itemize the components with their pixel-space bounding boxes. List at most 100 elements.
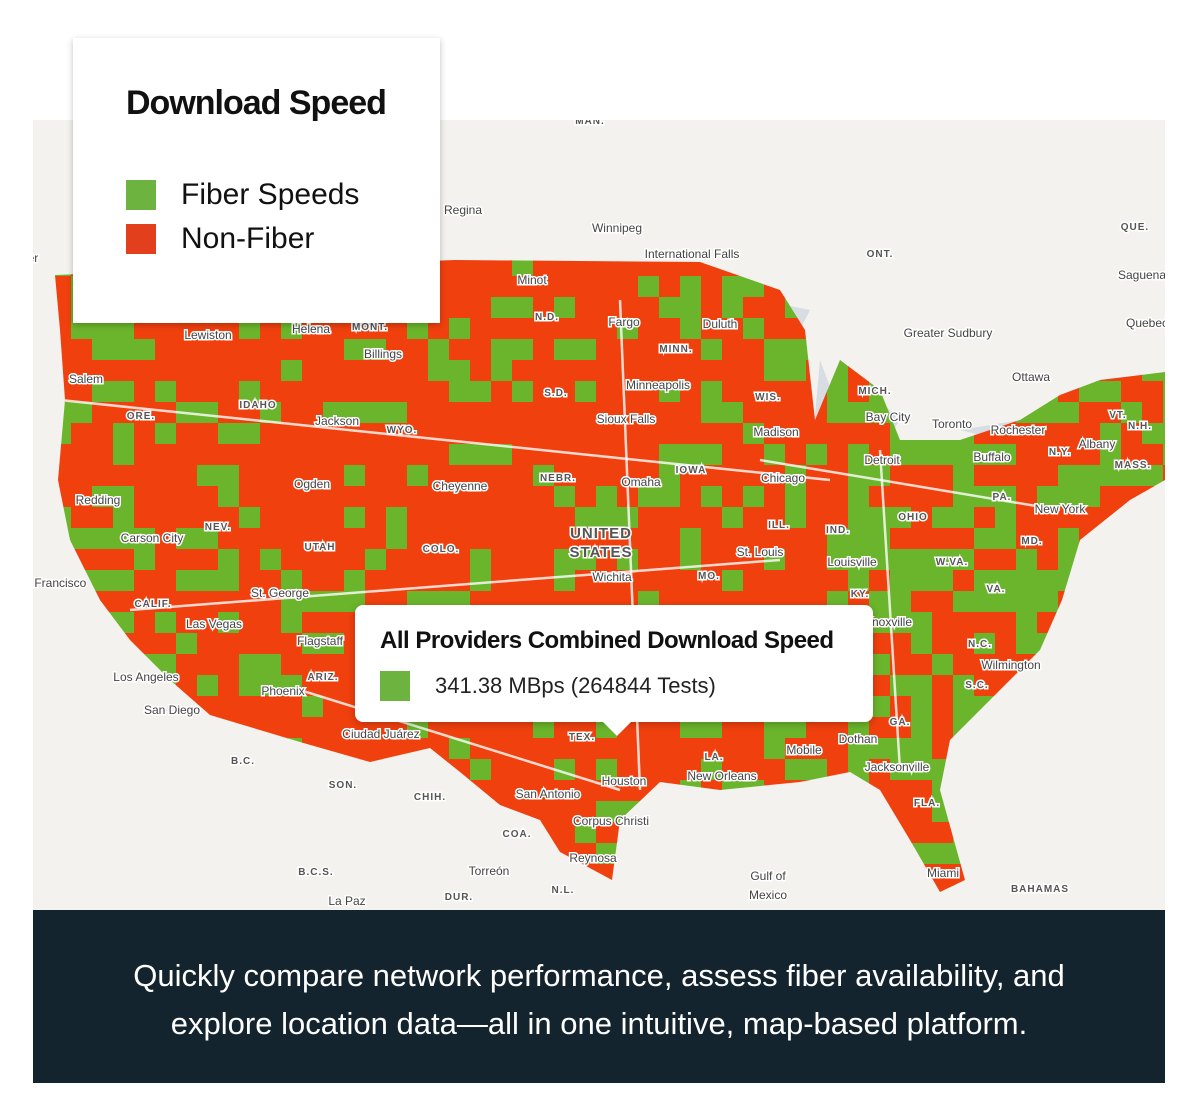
coverage-cell: [932, 822, 954, 844]
coverage-cell: [281, 549, 303, 571]
coverage-cell: [113, 339, 135, 361]
coverage-cell: [554, 507, 576, 529]
coverage-cell: [701, 297, 723, 319]
map-label: W.VA.: [936, 557, 969, 568]
coverage-cell: [1037, 570, 1059, 592]
tooltip: All Providers Combined Download Speed 34…: [355, 605, 873, 736]
coverage-cell: [92, 549, 114, 571]
coverage-cell: [323, 339, 345, 361]
map-label: Madison: [753, 425, 798, 439]
coverage-cell: [197, 507, 219, 529]
coverage-cell: [239, 339, 261, 361]
coverage-cell: [71, 444, 93, 466]
coverage-cell: [323, 633, 345, 655]
coverage-cell: [260, 612, 282, 634]
coverage-cell: [617, 528, 639, 550]
coverage-cell: [134, 465, 156, 487]
coverage-cell: [407, 507, 429, 529]
coverage-cell: [1016, 633, 1038, 655]
coverage-cell: [155, 486, 177, 508]
coverage-cell: [323, 360, 345, 382]
map-label: Torreón: [469, 864, 510, 878]
coverage-cell: [344, 402, 366, 424]
coverage-cell: [386, 528, 408, 550]
caption: Quickly compare network performance, ass…: [133, 958, 1065, 1041]
coverage-cell: [701, 276, 723, 298]
coverage-cell: [701, 717, 723, 739]
coverage-cell: [1142, 402, 1164, 424]
coverage-cell: [323, 717, 345, 739]
coverage-cell: [386, 402, 408, 424]
coverage-cell: [344, 444, 366, 466]
coverage-cell: [764, 717, 786, 739]
coverage-cell: [764, 570, 786, 592]
coverage-cell: [155, 444, 177, 466]
coverage-cell: [953, 591, 975, 613]
coverage-cell: [470, 297, 492, 319]
map-label: International Falls: [645, 247, 740, 261]
coverage-cell: [491, 402, 513, 424]
coverage-cell: [470, 318, 492, 340]
coverage-cell: [722, 381, 744, 403]
coverage-cell: [407, 423, 429, 445]
coverage-cell: [491, 717, 513, 739]
coverage-cell: [932, 528, 954, 550]
coverage-cell: [134, 612, 156, 634]
coverage-cell: [533, 486, 555, 508]
map-label: Mobile: [786, 743, 822, 757]
map-label: Jackson: [315, 414, 359, 428]
coverage-cell: [911, 738, 933, 760]
coverage-cell: [281, 402, 303, 424]
map-label: CALIF.: [134, 599, 171, 610]
coverage-cell: [176, 612, 198, 634]
coverage-cell: [71, 381, 93, 403]
coverage-cell: [1121, 402, 1143, 424]
coverage-cell: [428, 444, 450, 466]
coverage-cell: [827, 423, 849, 445]
map-label: Regina: [444, 203, 482, 217]
coverage-cell: [722, 402, 744, 424]
coverage-cell: [659, 423, 681, 445]
map-label: Chicago: [761, 471, 805, 485]
coverage-cell: [638, 759, 660, 781]
coverage-cell: [659, 444, 681, 466]
coverage-cell: [974, 570, 996, 592]
coverage-cell: [827, 717, 849, 739]
coverage-cell: [386, 444, 408, 466]
coverage-cell: [785, 549, 807, 571]
caption-bar: Quickly compare network performance, ass…: [33, 910, 1165, 1083]
coverage-cell: [554, 822, 576, 844]
coverage-cell: [701, 528, 723, 550]
coverage-cell: [134, 318, 156, 340]
coverage-cell: [113, 318, 135, 340]
coverage-cell: [1163, 423, 1165, 445]
coverage-cell: [449, 260, 471, 277]
coverage-cell: [260, 360, 282, 382]
coverage-cell: [764, 297, 786, 319]
coverage-cell: [512, 318, 534, 340]
coverage-cell: [449, 444, 471, 466]
coverage-cell: [1016, 549, 1038, 571]
coverage-cell: [449, 738, 471, 760]
map-label: N.C.: [968, 639, 992, 650]
coverage-cell: [260, 549, 282, 571]
coverage-cell: [617, 339, 639, 361]
coverage-cell: [302, 339, 324, 361]
coverage-cell: [155, 528, 177, 550]
coverage-cell: [953, 675, 975, 697]
coverage-cell: [680, 528, 702, 550]
map-label: ARIZ.: [307, 672, 338, 683]
coverage-cell: [785, 486, 807, 508]
coverage-cell: [596, 549, 618, 571]
coverage-cell: [281, 633, 303, 655]
coverage-cell: [638, 423, 660, 445]
coverage-cell: [1163, 402, 1165, 424]
coverage-cell: [470, 486, 492, 508]
coverage-cell: [1016, 528, 1038, 550]
coverage-cell: [869, 738, 891, 760]
tooltip-title: All Providers Combined Download Speed: [380, 627, 834, 654]
coverage-cell: [785, 339, 807, 361]
map-label: N.Y.: [1049, 447, 1071, 458]
coverage-cell: [911, 612, 933, 634]
map-label: WIS.: [755, 392, 781, 403]
